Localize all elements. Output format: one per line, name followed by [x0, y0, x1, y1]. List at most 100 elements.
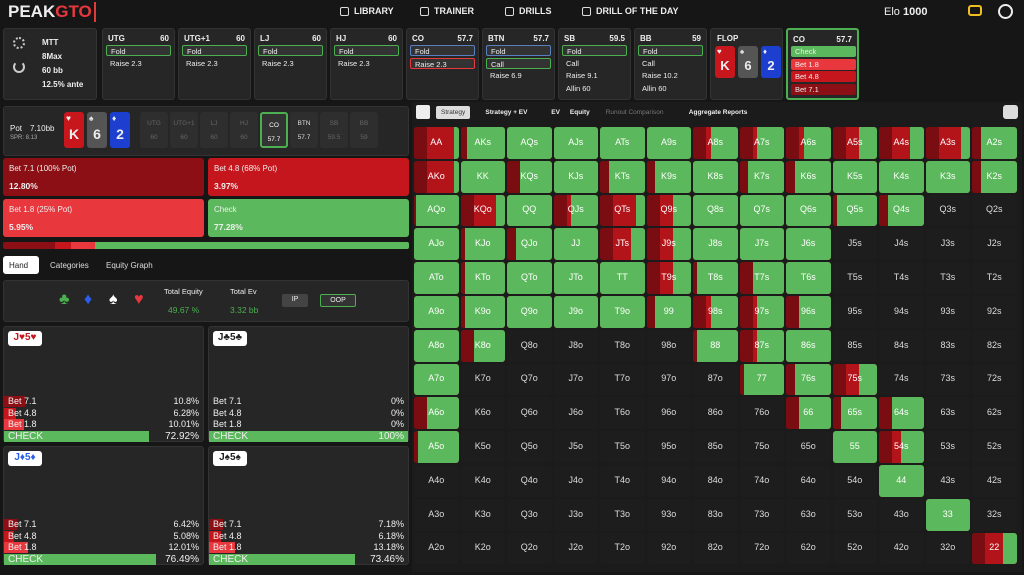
action-option[interactable]: Fold: [106, 45, 171, 56]
action-option[interactable]: Fold: [486, 45, 551, 56]
hand-cell[interactable]: T5o: [600, 431, 645, 463]
hand-cell[interactable]: 87s: [739, 329, 784, 362]
hand-cell[interactable]: J4o: [553, 465, 598, 497]
hand-cell[interactable]: J5o: [553, 431, 598, 463]
hand-cell[interactable]: 65o: [786, 431, 831, 463]
hand-cell[interactable]: Q2s: [972, 194, 1017, 227]
nav-link[interactable]: DRILLS: [519, 6, 552, 16]
tab[interactable]: Hand: [3, 256, 39, 274]
hand-cell[interactable]: 94s: [879, 296, 924, 328]
hand-cell[interactable]: J2s: [972, 228, 1017, 261]
hand-cell[interactable]: K4s: [879, 160, 924, 193]
hand-cell[interactable]: AKs: [460, 127, 505, 159]
hand-cell[interactable]: 92s: [972, 296, 1017, 328]
profile-icon[interactable]: [998, 4, 1013, 19]
hand-cell[interactable]: T3o: [600, 498, 645, 531]
hand-cell[interactable]: Q4s: [879, 194, 924, 227]
hand-cell[interactable]: K9o: [460, 296, 505, 328]
hand-cell[interactable]: KK: [460, 160, 505, 193]
hand-cell[interactable]: A6s: [786, 127, 831, 159]
hand-cell[interactable]: 82o: [693, 532, 738, 565]
hand-cell[interactable]: 54s: [879, 431, 924, 463]
hand-cell[interactable]: K7o: [460, 363, 505, 396]
hand-cell[interactable]: J7o: [553, 363, 598, 396]
hand-cell[interactable]: QJo: [507, 228, 552, 261]
suit-filter[interactable]: ♣: [59, 291, 70, 308]
hand-cell[interactable]: T6o: [600, 397, 645, 430]
hand-cell[interactable]: Q9o: [507, 296, 552, 328]
hand-cell[interactable]: K2o: [460, 532, 505, 565]
hand-cell[interactable]: 33: [925, 498, 970, 531]
hand-cell[interactable]: 52s: [972, 431, 1017, 463]
nav-link[interactable]: DRILL OF THE DAY: [596, 6, 679, 16]
hand-cell[interactable]: Q2o: [507, 532, 552, 565]
action-option[interactable]: Check: [791, 46, 856, 57]
hand-cell[interactable]: K4o: [460, 465, 505, 497]
hand-cell[interactable]: 86o: [693, 397, 738, 430]
action-option[interactable]: Raise 10.2: [642, 71, 678, 80]
nav-link[interactable]: TRAINER: [434, 6, 474, 16]
hand-cell[interactable]: 75s: [832, 363, 877, 396]
toolbar-tab[interactable]: Strategy: [436, 106, 471, 119]
hand-cell[interactable]: Q4o: [507, 465, 552, 497]
hand-cell[interactable]: ATo: [414, 262, 459, 294]
strategy-box[interactable]: Bet 1.8 (25% Pot) 5.95%: [3, 199, 204, 237]
hand-cell[interactable]: J4s: [879, 228, 924, 261]
hand-cell[interactable]: 62s: [972, 397, 1017, 430]
nav-link[interactable]: LIBRARY: [354, 6, 394, 16]
hand-cell[interactable]: J5s: [832, 228, 877, 261]
hand-cell[interactable]: 87o: [693, 363, 738, 396]
hand-cell[interactable]: J8o: [553, 329, 598, 362]
hand-cell[interactable]: 88: [693, 329, 738, 362]
hand-cell[interactable]: 65s: [832, 397, 877, 430]
hand-cell[interactable]: 54o: [832, 465, 877, 497]
hand-cell[interactable]: AQo: [414, 194, 459, 227]
hand-cell[interactable]: 72s: [972, 363, 1017, 396]
hand-cell[interactable]: 43s: [925, 465, 970, 497]
hand-cell[interactable]: A5s: [832, 127, 877, 159]
suit-filter[interactable]: ♦: [84, 291, 93, 308]
action-option[interactable]: Raise 2.3: [410, 57, 475, 69]
hand-cell[interactable]: JJ: [553, 228, 598, 261]
hand-cell[interactable]: 84s: [879, 329, 924, 362]
action-option[interactable]: Allin 60: [642, 83, 667, 93]
hand-cell[interactable]: 92o: [646, 532, 691, 565]
hand-cell[interactable]: 42o: [879, 532, 924, 565]
hand-cell[interactable]: T4s: [879, 262, 924, 294]
hand-cell[interactable]: 77: [739, 363, 784, 396]
hand-cell[interactable]: 76o: [739, 397, 784, 430]
hand-cell[interactable]: 32o: [925, 532, 970, 565]
hand-cell[interactable]: K9s: [646, 160, 691, 193]
hand-cell[interactable]: A4s: [879, 127, 924, 159]
hand-cell[interactable]: 94o: [646, 465, 691, 497]
hand-cell[interactable]: Q6o: [507, 397, 552, 430]
hand-cell[interactable]: K8o: [460, 329, 505, 362]
hand-cell[interactable]: 76s: [786, 363, 831, 396]
hand-cell[interactable]: 85s: [832, 329, 877, 362]
hand-cell[interactable]: AQs: [507, 127, 552, 159]
action-option[interactable]: Fold: [638, 45, 703, 56]
hand-cell[interactable]: J7s: [739, 228, 784, 261]
hand-cell[interactable]: 82s: [972, 329, 1017, 362]
action-option[interactable]: Raise 2.3: [110, 58, 142, 68]
hand-cell[interactable]: A3s: [925, 127, 970, 159]
hand-cell[interactable]: K7s: [739, 160, 784, 193]
hand-cell[interactable]: 32s: [972, 498, 1017, 531]
hand-cell[interactable]: 55: [832, 431, 877, 463]
hand-cell[interactable]: T2o: [600, 532, 645, 565]
hand-cell[interactable]: 97o: [646, 363, 691, 396]
hand-cell[interactable]: A2s: [972, 127, 1017, 159]
hand-cell[interactable]: JTs: [600, 228, 645, 261]
hand-cell[interactable]: 53o: [832, 498, 877, 531]
hand-cell[interactable]: J9o: [553, 296, 598, 328]
action-option[interactable]: Fold: [258, 45, 323, 56]
action-option[interactable]: Bet 1.8: [791, 58, 856, 70]
hand-cell[interactable]: 83s: [925, 329, 970, 362]
toolbar-tab[interactable]: Strategy + EV: [485, 109, 528, 116]
hand-cell[interactable]: 93s: [925, 296, 970, 328]
hand-cell[interactable]: 98o: [646, 329, 691, 362]
hand-cell[interactable]: KJo: [460, 228, 505, 261]
hand-cell[interactable]: K6s: [786, 160, 831, 193]
hand-cell[interactable]: 75o: [739, 431, 784, 463]
hand-cell[interactable]: AJs: [553, 127, 598, 159]
